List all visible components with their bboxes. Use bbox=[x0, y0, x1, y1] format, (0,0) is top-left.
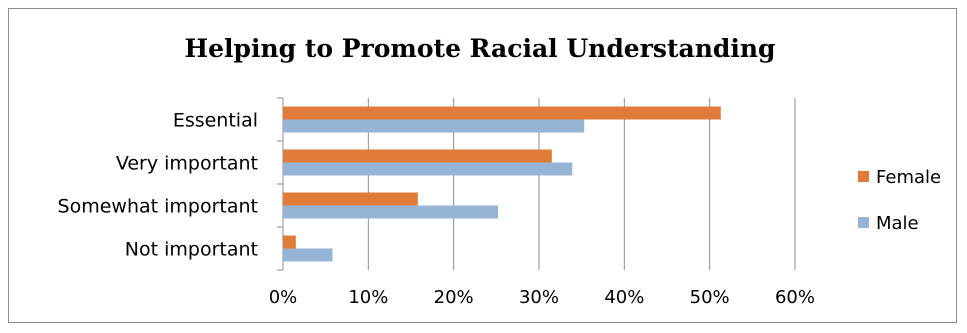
x-tick-label: 10% bbox=[348, 287, 388, 308]
chart-title: Helping to Promote Racial Understanding bbox=[184, 34, 775, 63]
x-tick-label: 40% bbox=[604, 287, 644, 308]
category-label: Somewhat important bbox=[58, 196, 258, 218]
tick-labels: 0% 10% 20% 30% 40% 50% 60% bbox=[269, 287, 815, 308]
bar-male-very-important bbox=[283, 162, 573, 176]
category-label: Very important bbox=[116, 153, 258, 175]
x-tick-label: 0% bbox=[269, 287, 298, 308]
category-labels: Essential Very important Somewhat importan… bbox=[58, 110, 258, 261]
legend-swatch-male bbox=[858, 217, 869, 228]
bar-female-somewhat-important bbox=[283, 192, 418, 206]
x-tick-label: 30% bbox=[519, 287, 559, 308]
bar-female-essential bbox=[283, 106, 721, 120]
bar-male-not-important bbox=[283, 248, 333, 262]
category-label: Essential bbox=[173, 110, 258, 132]
x-tick-label: 60% bbox=[775, 287, 815, 308]
legend-label-male: Male bbox=[876, 213, 919, 234]
x-tick-label: 20% bbox=[434, 287, 474, 308]
bar-female-very-important bbox=[283, 149, 552, 163]
legend-label-female: Female bbox=[876, 167, 941, 188]
category-label: Not important bbox=[125, 239, 258, 261]
bar-male-essential bbox=[283, 119, 585, 133]
bar-female-not-important bbox=[283, 235, 296, 249]
x-tick-label: 50% bbox=[690, 287, 730, 308]
legend: Female Male bbox=[858, 167, 941, 234]
legend-swatch-female bbox=[858, 171, 869, 182]
bar-male-somewhat-important bbox=[283, 205, 499, 219]
bars bbox=[283, 106, 721, 262]
